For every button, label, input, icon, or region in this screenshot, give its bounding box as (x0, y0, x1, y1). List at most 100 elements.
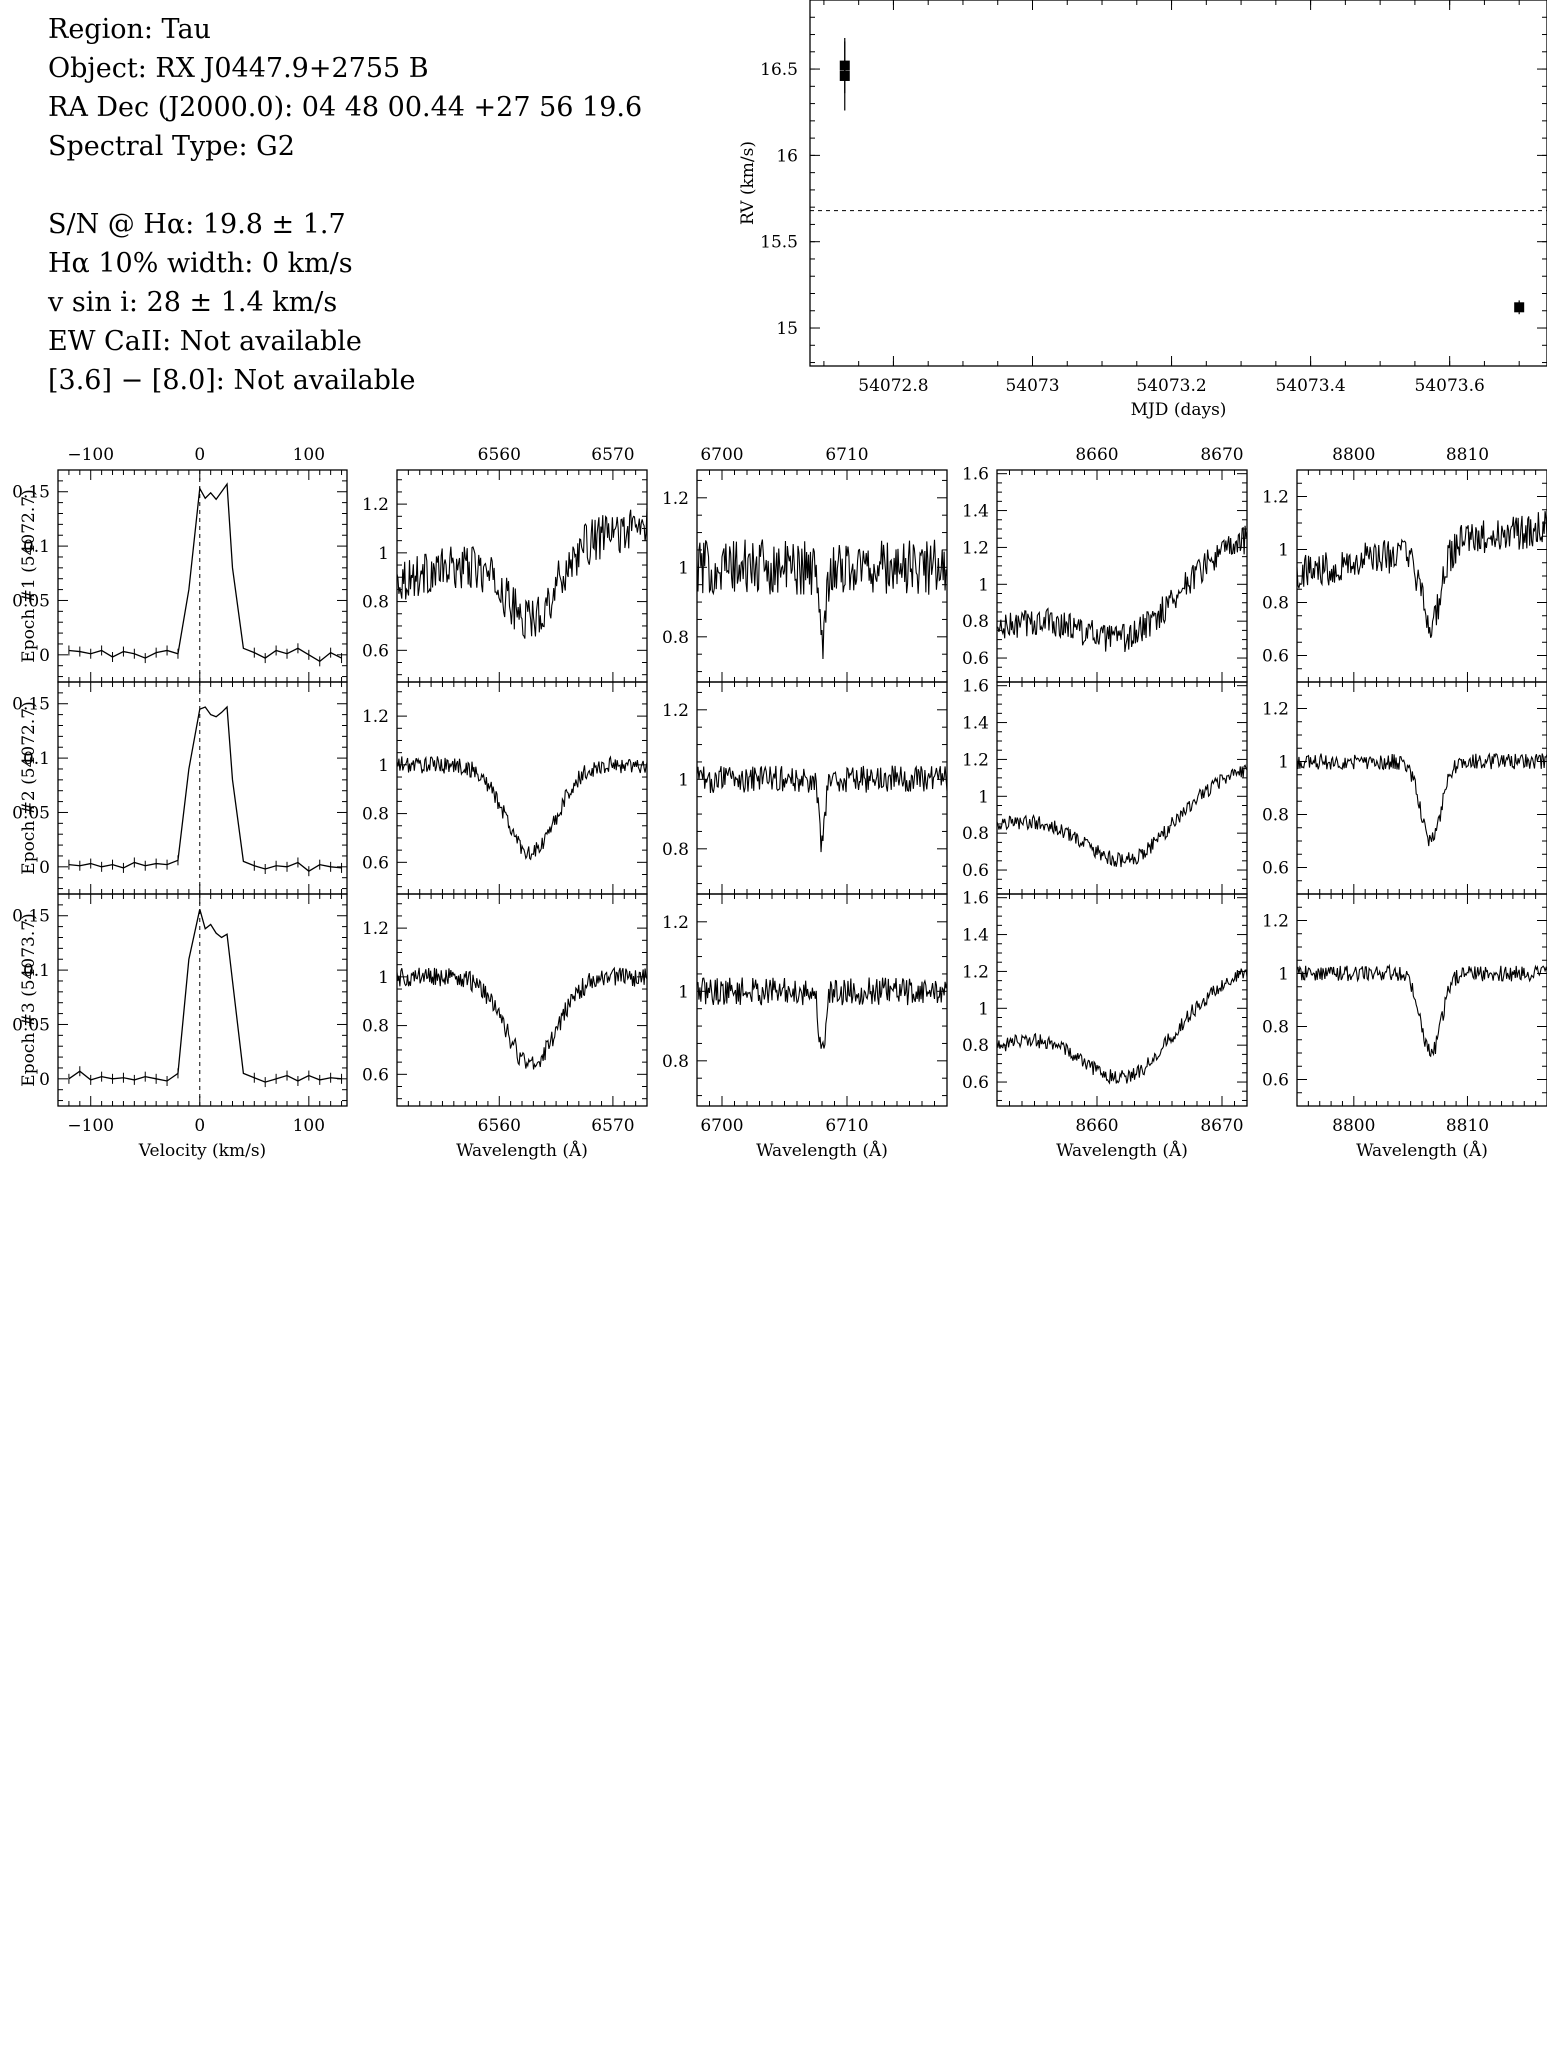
top-x-tick-label: 8670 (1200, 445, 1243, 465)
bottom-x-tick-label: 6560 (478, 1116, 521, 1136)
top-x-tick-label: 8660 (1075, 445, 1118, 465)
bottom-x-tick-label: 0 (194, 1116, 205, 1136)
halpha-width-text: Hα 10% width: 0 km/s (48, 248, 353, 279)
top-x-tick-label: 8800 (1332, 445, 1375, 465)
y-tick-label: 0.6 (362, 641, 389, 661)
y-tick-label: 1 (678, 770, 689, 790)
y-tick-label: 1 (978, 999, 989, 1019)
y-tick-label: 0.8 (662, 628, 689, 648)
y-tick-label: 0.8 (662, 1052, 689, 1072)
spectrum-panel-frame (696, 893, 948, 1107)
spectrum-line (396, 508, 648, 639)
y-tick-label: 1 (1278, 541, 1289, 561)
rv-y-tick-label: 15 (776, 319, 798, 339)
y-tick-label: 1.2 (962, 962, 989, 982)
y-tick-label: 0.1 (23, 961, 50, 981)
top-x-tick-label: 100 (293, 445, 325, 465)
rv-x-tick-label: 54072.8 (858, 376, 928, 396)
bottom-x-tick-label: 6700 (700, 1116, 743, 1136)
y-tick-label: 1.2 (962, 538, 989, 558)
spectrum-line (696, 764, 948, 853)
spectrum-line (396, 755, 648, 861)
spectrum-line (396, 966, 648, 1070)
y-tick-label: 0.05 (12, 803, 50, 823)
rv-x-tick-label: 54073 (1005, 376, 1059, 396)
spectrum-line (1296, 511, 1547, 638)
bottom-x-tick-label: 8810 (1446, 1116, 1489, 1136)
y-tick-label: 0.8 (1262, 1018, 1289, 1038)
rv-y-tick-label: 16 (776, 146, 798, 166)
y-tick-label: 0.8 (362, 805, 389, 825)
spectrum-panel-frame (996, 469, 1248, 683)
y-tick-label: 0.6 (362, 853, 389, 873)
spectrum-panel-frame (996, 893, 1248, 1107)
spectrum-line (996, 968, 1248, 1085)
y-tick-label: 1 (978, 575, 989, 595)
x-axis-label: Wavelength (Å) (756, 1140, 888, 1161)
bottom-x-tick-label: 6570 (591, 1116, 634, 1136)
halpha-velocity-line (68, 705, 342, 872)
rv-x-tick-label: 54073.2 (1136, 376, 1206, 396)
spectrum-panel-frame (1296, 893, 1547, 1107)
epoch-label: Epoch #2 (54072.7) (19, 701, 39, 874)
vsini-text: v sin i: 28 ± 1.4 km/s (48, 287, 338, 318)
spectrum-line (1296, 752, 1547, 847)
epoch-label: Epoch #3 (54073.7) (19, 913, 39, 1086)
y-tick-label: 1 (378, 544, 389, 564)
rv-data-point (839, 70, 850, 81)
y-tick-label: 0.6 (1262, 647, 1289, 667)
y-tick-label: 1.2 (362, 495, 389, 515)
y-tick-label: 1.2 (662, 489, 689, 509)
y-tick-label: 0.6 (962, 1073, 989, 1093)
rv-x-tick-label: 54073.4 (1275, 376, 1345, 396)
y-tick-label: 0.15 (12, 695, 50, 715)
object-name-text: Object: RX J0447.9+2755 B (48, 53, 429, 84)
spectral-type-text: Spectral Type: G2 (48, 131, 295, 162)
rv-x-axis-label: MJD (days) (1131, 400, 1227, 420)
top-x-tick-label: 6710 (825, 445, 868, 465)
y-tick-label: 1.2 (1262, 700, 1289, 720)
top-x-tick-label: 6570 (591, 445, 634, 465)
y-tick-label: 1 (378, 968, 389, 988)
bottom-x-tick-label: 6710 (825, 1116, 868, 1136)
top-x-tick-label: 8810 (1446, 445, 1489, 465)
rv-x-tick-label: 54073.6 (1415, 376, 1485, 396)
spectrum-line (1296, 963, 1547, 1058)
y-tick-label: 1.4 (962, 502, 989, 522)
y-tick-label: 0 (39, 646, 50, 666)
y-tick-label: 0.8 (362, 593, 389, 613)
spectrum-panel-frame (57, 893, 348, 1107)
top-x-tick-label: 6700 (700, 445, 743, 465)
y-tick-label: 0.8 (662, 840, 689, 860)
y-tick-label: 0 (39, 858, 50, 878)
y-tick-label: 1.4 (962, 714, 989, 734)
y-tick-label: 0.1 (23, 537, 50, 557)
y-tick-label: 0 (39, 1070, 50, 1090)
bottom-x-tick-label: 8670 (1200, 1116, 1243, 1136)
y-tick-label: 0.1 (23, 749, 50, 769)
spectrum-panel-frame (396, 893, 648, 1107)
y-tick-label: 1.2 (662, 701, 689, 721)
y-tick-label: 1.6 (962, 677, 989, 697)
rv-y-tick-label: 16.5 (760, 60, 798, 80)
y-tick-label: 1 (378, 756, 389, 776)
y-tick-label: 1.4 (962, 926, 989, 946)
x-axis-label: Velocity (km/s) (138, 1141, 266, 1161)
y-tick-label: 0.8 (962, 824, 989, 844)
y-tick-label: 1 (1278, 753, 1289, 773)
y-tick-label: 0.15 (12, 483, 50, 503)
bottom-x-tick-label: 100 (293, 1116, 325, 1136)
top-x-tick-label: 6560 (478, 445, 521, 465)
y-tick-label: 0.6 (962, 861, 989, 881)
spectrum-panel-frame (696, 681, 948, 895)
y-tick-label: 0.8 (962, 612, 989, 632)
y-tick-label: 0.6 (362, 1065, 389, 1085)
y-tick-label: 1.2 (362, 919, 389, 939)
object-info-block: Region: Tau Object: RX J0447.9+2755 B RA… (48, 10, 642, 400)
bottom-x-tick-label: 8800 (1332, 1116, 1375, 1136)
y-tick-label: 1.2 (662, 913, 689, 933)
rv-y-tick-label: 15.5 (760, 233, 798, 253)
x-axis-label: Wavelength (Å) (1056, 1140, 1188, 1161)
bottom-x-tick-label: −100 (67, 1116, 114, 1136)
